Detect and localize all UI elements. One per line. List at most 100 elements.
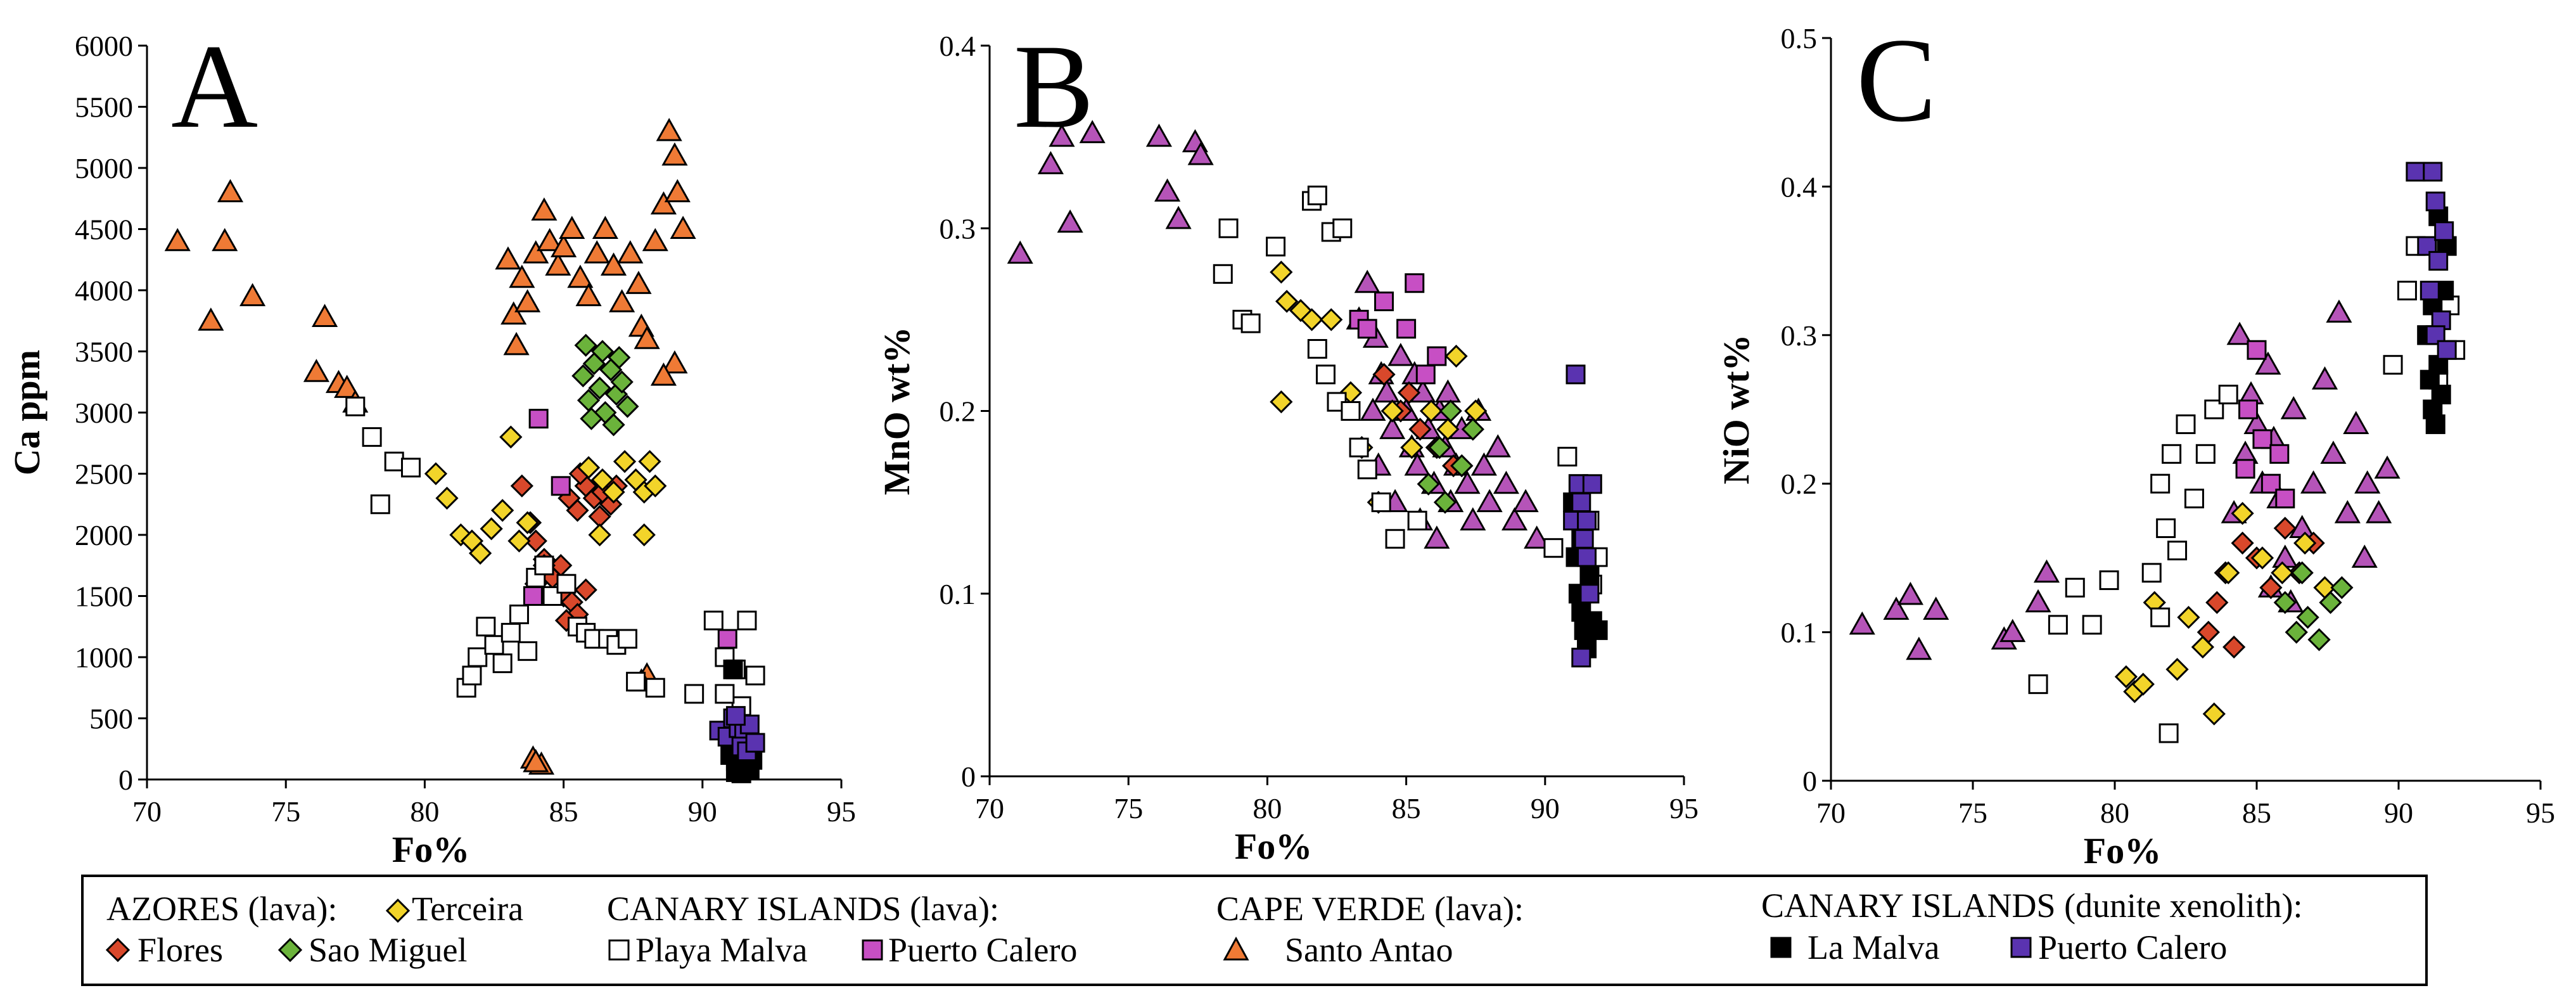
x-tick-label: 85 bbox=[2242, 797, 2271, 829]
series-sao-miguel bbox=[1417, 399, 1484, 514]
data-point bbox=[501, 301, 527, 325]
data-point bbox=[2176, 414, 2196, 434]
data-point bbox=[2280, 395, 2307, 420]
y-tick-label: 0.2 bbox=[940, 395, 976, 428]
data-point bbox=[1439, 399, 1462, 423]
data-point bbox=[650, 191, 677, 215]
data-point bbox=[2150, 607, 2171, 627]
data-point bbox=[1357, 319, 1377, 339]
x-tick-label: 75 bbox=[1114, 792, 1143, 824]
data-point bbox=[608, 346, 631, 369]
data-point bbox=[528, 409, 549, 429]
x-tick-label: 70 bbox=[1816, 797, 1846, 829]
data-point bbox=[1332, 218, 1353, 238]
data-point bbox=[2250, 546, 2274, 570]
data-point bbox=[2406, 162, 2426, 182]
data-point bbox=[1502, 507, 1528, 530]
y-tick-label: 2000 bbox=[75, 519, 133, 551]
legend: AZORES (lava): Terceira Flores Sao Migue… bbox=[81, 875, 2428, 986]
y-tick-label: 0.4 bbox=[1781, 170, 1818, 203]
data-point bbox=[2326, 299, 2352, 323]
data-point bbox=[670, 215, 696, 239]
data-point bbox=[523, 586, 543, 606]
data-point bbox=[715, 684, 735, 704]
data-point bbox=[574, 578, 597, 601]
data-point bbox=[2028, 674, 2048, 695]
data-point bbox=[1460, 507, 1486, 530]
data-point bbox=[1057, 209, 1083, 233]
y-tick-label: 0.1 bbox=[940, 578, 976, 610]
data-point bbox=[523, 240, 549, 264]
data-point bbox=[2307, 628, 2331, 651]
data-point bbox=[1461, 418, 1484, 441]
data-point bbox=[1315, 364, 1336, 385]
data-point bbox=[684, 684, 705, 704]
y-tick-label: 3500 bbox=[75, 336, 133, 368]
panel-letter: C bbox=[1856, 14, 1937, 147]
data-point bbox=[2195, 444, 2216, 464]
data-point bbox=[566, 499, 589, 522]
data-point bbox=[1289, 298, 1313, 323]
y-tick-label: 5500 bbox=[75, 91, 133, 124]
data-point bbox=[2184, 489, 2204, 509]
data-point bbox=[1145, 124, 1172, 147]
x-tick-label: 90 bbox=[688, 795, 717, 828]
data-point bbox=[1883, 596, 1910, 620]
data-point bbox=[723, 659, 743, 679]
data-point bbox=[1579, 584, 1600, 604]
x-tick-label: 90 bbox=[2384, 797, 2413, 829]
data-point bbox=[1270, 260, 1293, 284]
data-point bbox=[1574, 529, 1594, 549]
data-point bbox=[2082, 615, 2102, 635]
data-point bbox=[1906, 636, 1932, 660]
data-point bbox=[1923, 596, 1949, 620]
legend-puerto-calero-dunite-marker bbox=[2010, 937, 2032, 958]
data-point bbox=[725, 762, 746, 782]
data-point bbox=[1415, 364, 1436, 385]
data-point bbox=[400, 458, 421, 478]
data-point bbox=[1897, 581, 1924, 605]
data-point bbox=[592, 215, 618, 239]
data-point bbox=[1424, 525, 1450, 549]
x-tick-label: 75 bbox=[1958, 797, 1987, 829]
data-point bbox=[312, 304, 338, 327]
legend-flores-marker bbox=[105, 937, 131, 963]
data-point bbox=[2437, 340, 2457, 360]
y-tick-label: 0.3 bbox=[1781, 319, 1818, 352]
series-puerto-calero bbox=[709, 706, 765, 762]
data-point bbox=[626, 672, 646, 692]
legend-terceira-label: Terceira bbox=[412, 890, 523, 928]
data-point bbox=[1400, 436, 1424, 459]
data-point bbox=[1476, 489, 1503, 513]
legend-sao-miguel-marker bbox=[277, 937, 303, 963]
data-point bbox=[2141, 563, 2162, 583]
data-point bbox=[1436, 418, 1460, 441]
panel-c: 0 0.1 0.2 0.3 0.4 0.5 70 75 80 85 90 95 Fo% NiO wt% C bbox=[1716, 14, 2555, 871]
data-point bbox=[602, 480, 625, 504]
data-point bbox=[2217, 561, 2240, 584]
data-point bbox=[1079, 120, 1106, 143]
data-point bbox=[424, 462, 448, 485]
data-point bbox=[2383, 355, 2403, 375]
data-point bbox=[1360, 397, 1386, 421]
data-point bbox=[1512, 489, 1539, 513]
legend-santo-antao-marker bbox=[1223, 936, 1249, 961]
data-point bbox=[2311, 366, 2338, 390]
data-point bbox=[524, 529, 547, 553]
data-point bbox=[2434, 221, 2454, 241]
data-point bbox=[2351, 544, 2378, 568]
data-point bbox=[1524, 525, 1550, 549]
data-point bbox=[1270, 390, 1293, 414]
data-point bbox=[2131, 672, 2155, 696]
data-point bbox=[617, 240, 644, 264]
x-tick-label: 70 bbox=[132, 795, 162, 828]
data-point bbox=[2320, 440, 2347, 464]
data-point bbox=[1049, 124, 1075, 147]
data-point bbox=[1396, 319, 1417, 339]
data-point bbox=[1374, 379, 1400, 403]
data-point bbox=[510, 474, 533, 497]
data-point bbox=[534, 555, 554, 575]
panel-letter: A bbox=[171, 20, 258, 153]
data-point bbox=[567, 264, 594, 288]
